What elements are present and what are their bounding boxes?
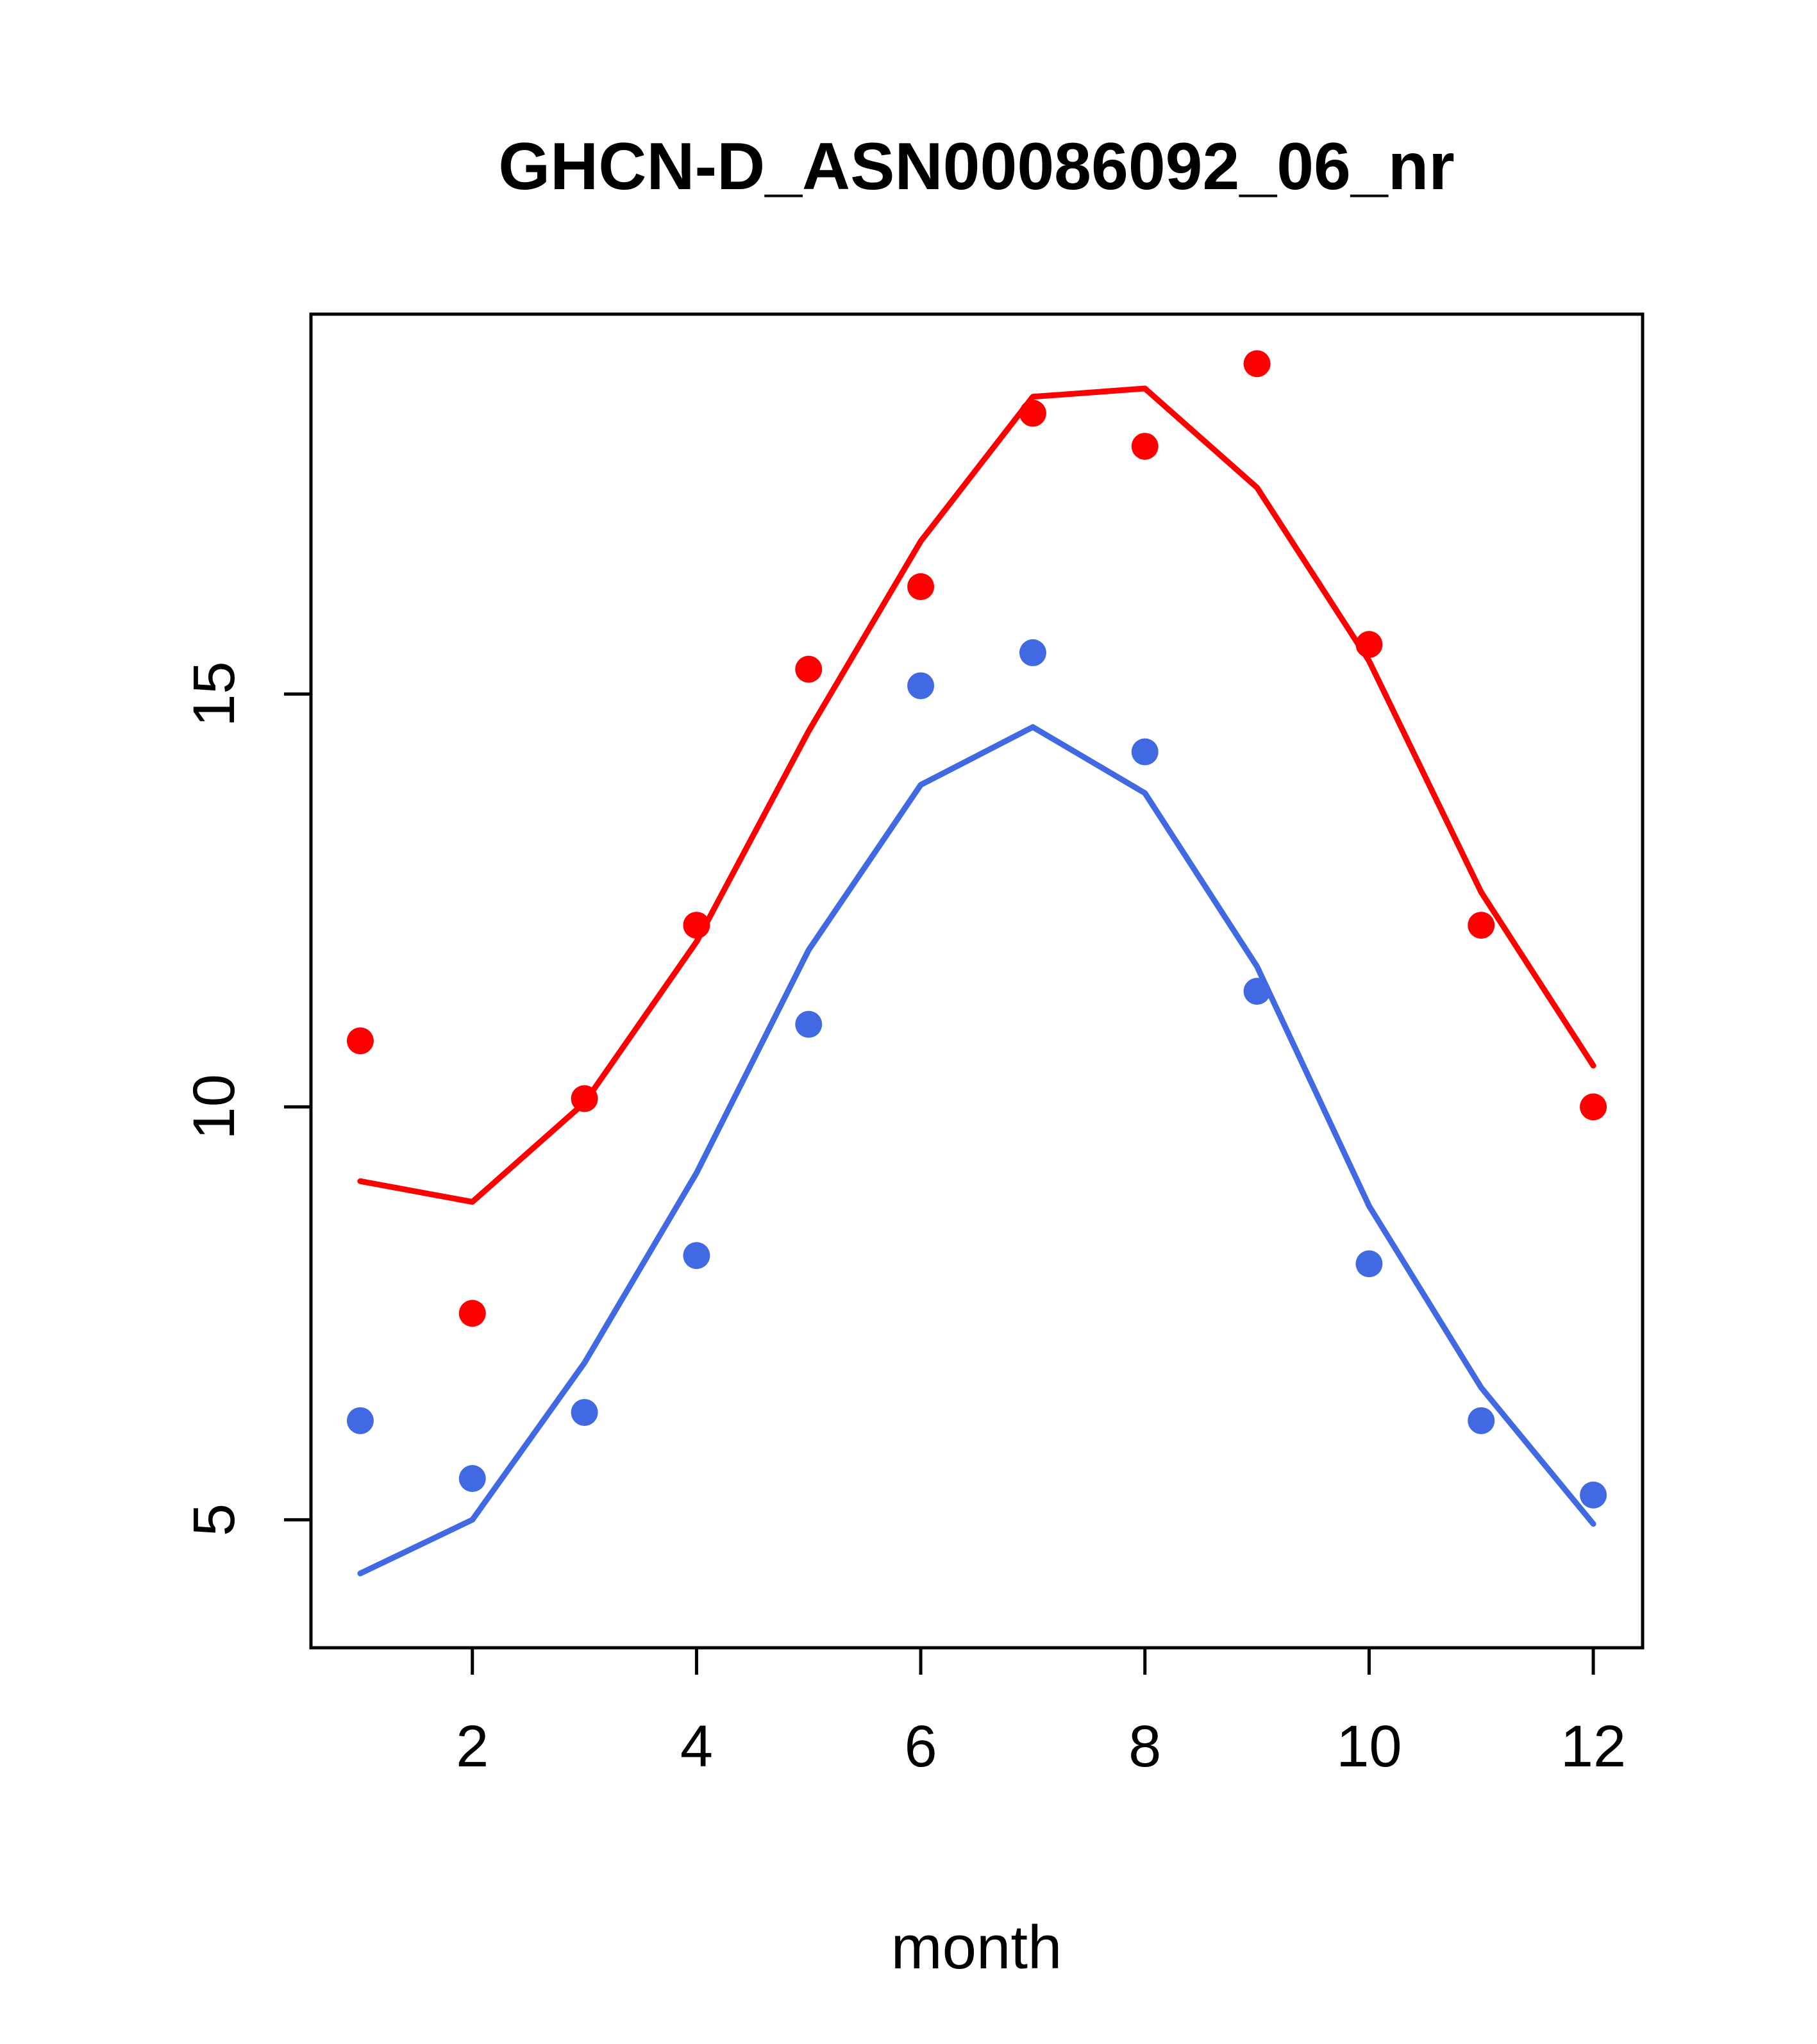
red-points-marker (1131, 433, 1159, 460)
blue-points-marker (571, 1398, 598, 1426)
blue-points-marker (683, 1242, 710, 1269)
x-tick-label: 6 (904, 1714, 937, 1779)
x-tick-label: 8 (1128, 1714, 1161, 1779)
y-tick-label: 5 (181, 1504, 247, 1536)
plot-area: 2 4 6 8 10 12 5 10 15 (181, 312, 1645, 1779)
blue-points-marker (346, 1407, 374, 1434)
x-tick-label: 4 (680, 1714, 713, 1779)
blue-points-marker (907, 672, 935, 699)
red-points-marker (346, 1027, 374, 1055)
red-points-marker (1019, 399, 1046, 427)
red-points-marker (795, 655, 823, 683)
red-line (357, 385, 1596, 1205)
x-axis-label: month (891, 1913, 1062, 1982)
red-points-marker (1243, 350, 1271, 378)
blue-points-marker (1468, 1407, 1495, 1434)
blue-points-marker (1131, 738, 1159, 766)
red-points-marker (907, 573, 935, 601)
red-points-marker (683, 912, 710, 939)
y-tick-label: 15 (181, 661, 247, 726)
plot-border (309, 312, 1645, 1650)
x-tick-label: 10 (1336, 1714, 1402, 1779)
x-tick-label: 2 (456, 1714, 489, 1779)
blue-points-marker (458, 1464, 486, 1492)
blue-line (357, 724, 1596, 1577)
blue-points-marker (1580, 1481, 1607, 1509)
red-points-marker (571, 1085, 598, 1112)
blue-points-marker (1243, 978, 1271, 1005)
red-points-marker (458, 1300, 486, 1327)
y-tick-label: 10 (181, 1074, 247, 1139)
chart-title: GHCN-D_ASN00086092_06_nr (498, 130, 1454, 204)
blue-points-marker (1355, 1250, 1383, 1278)
red-points-marker (1468, 912, 1495, 939)
blue-points-marker (1019, 639, 1046, 667)
x-tick-label: 12 (1561, 1714, 1626, 1779)
blue-points-marker (795, 1010, 823, 1038)
red-points-marker (1355, 631, 1383, 658)
red-points-marker (1580, 1093, 1607, 1121)
